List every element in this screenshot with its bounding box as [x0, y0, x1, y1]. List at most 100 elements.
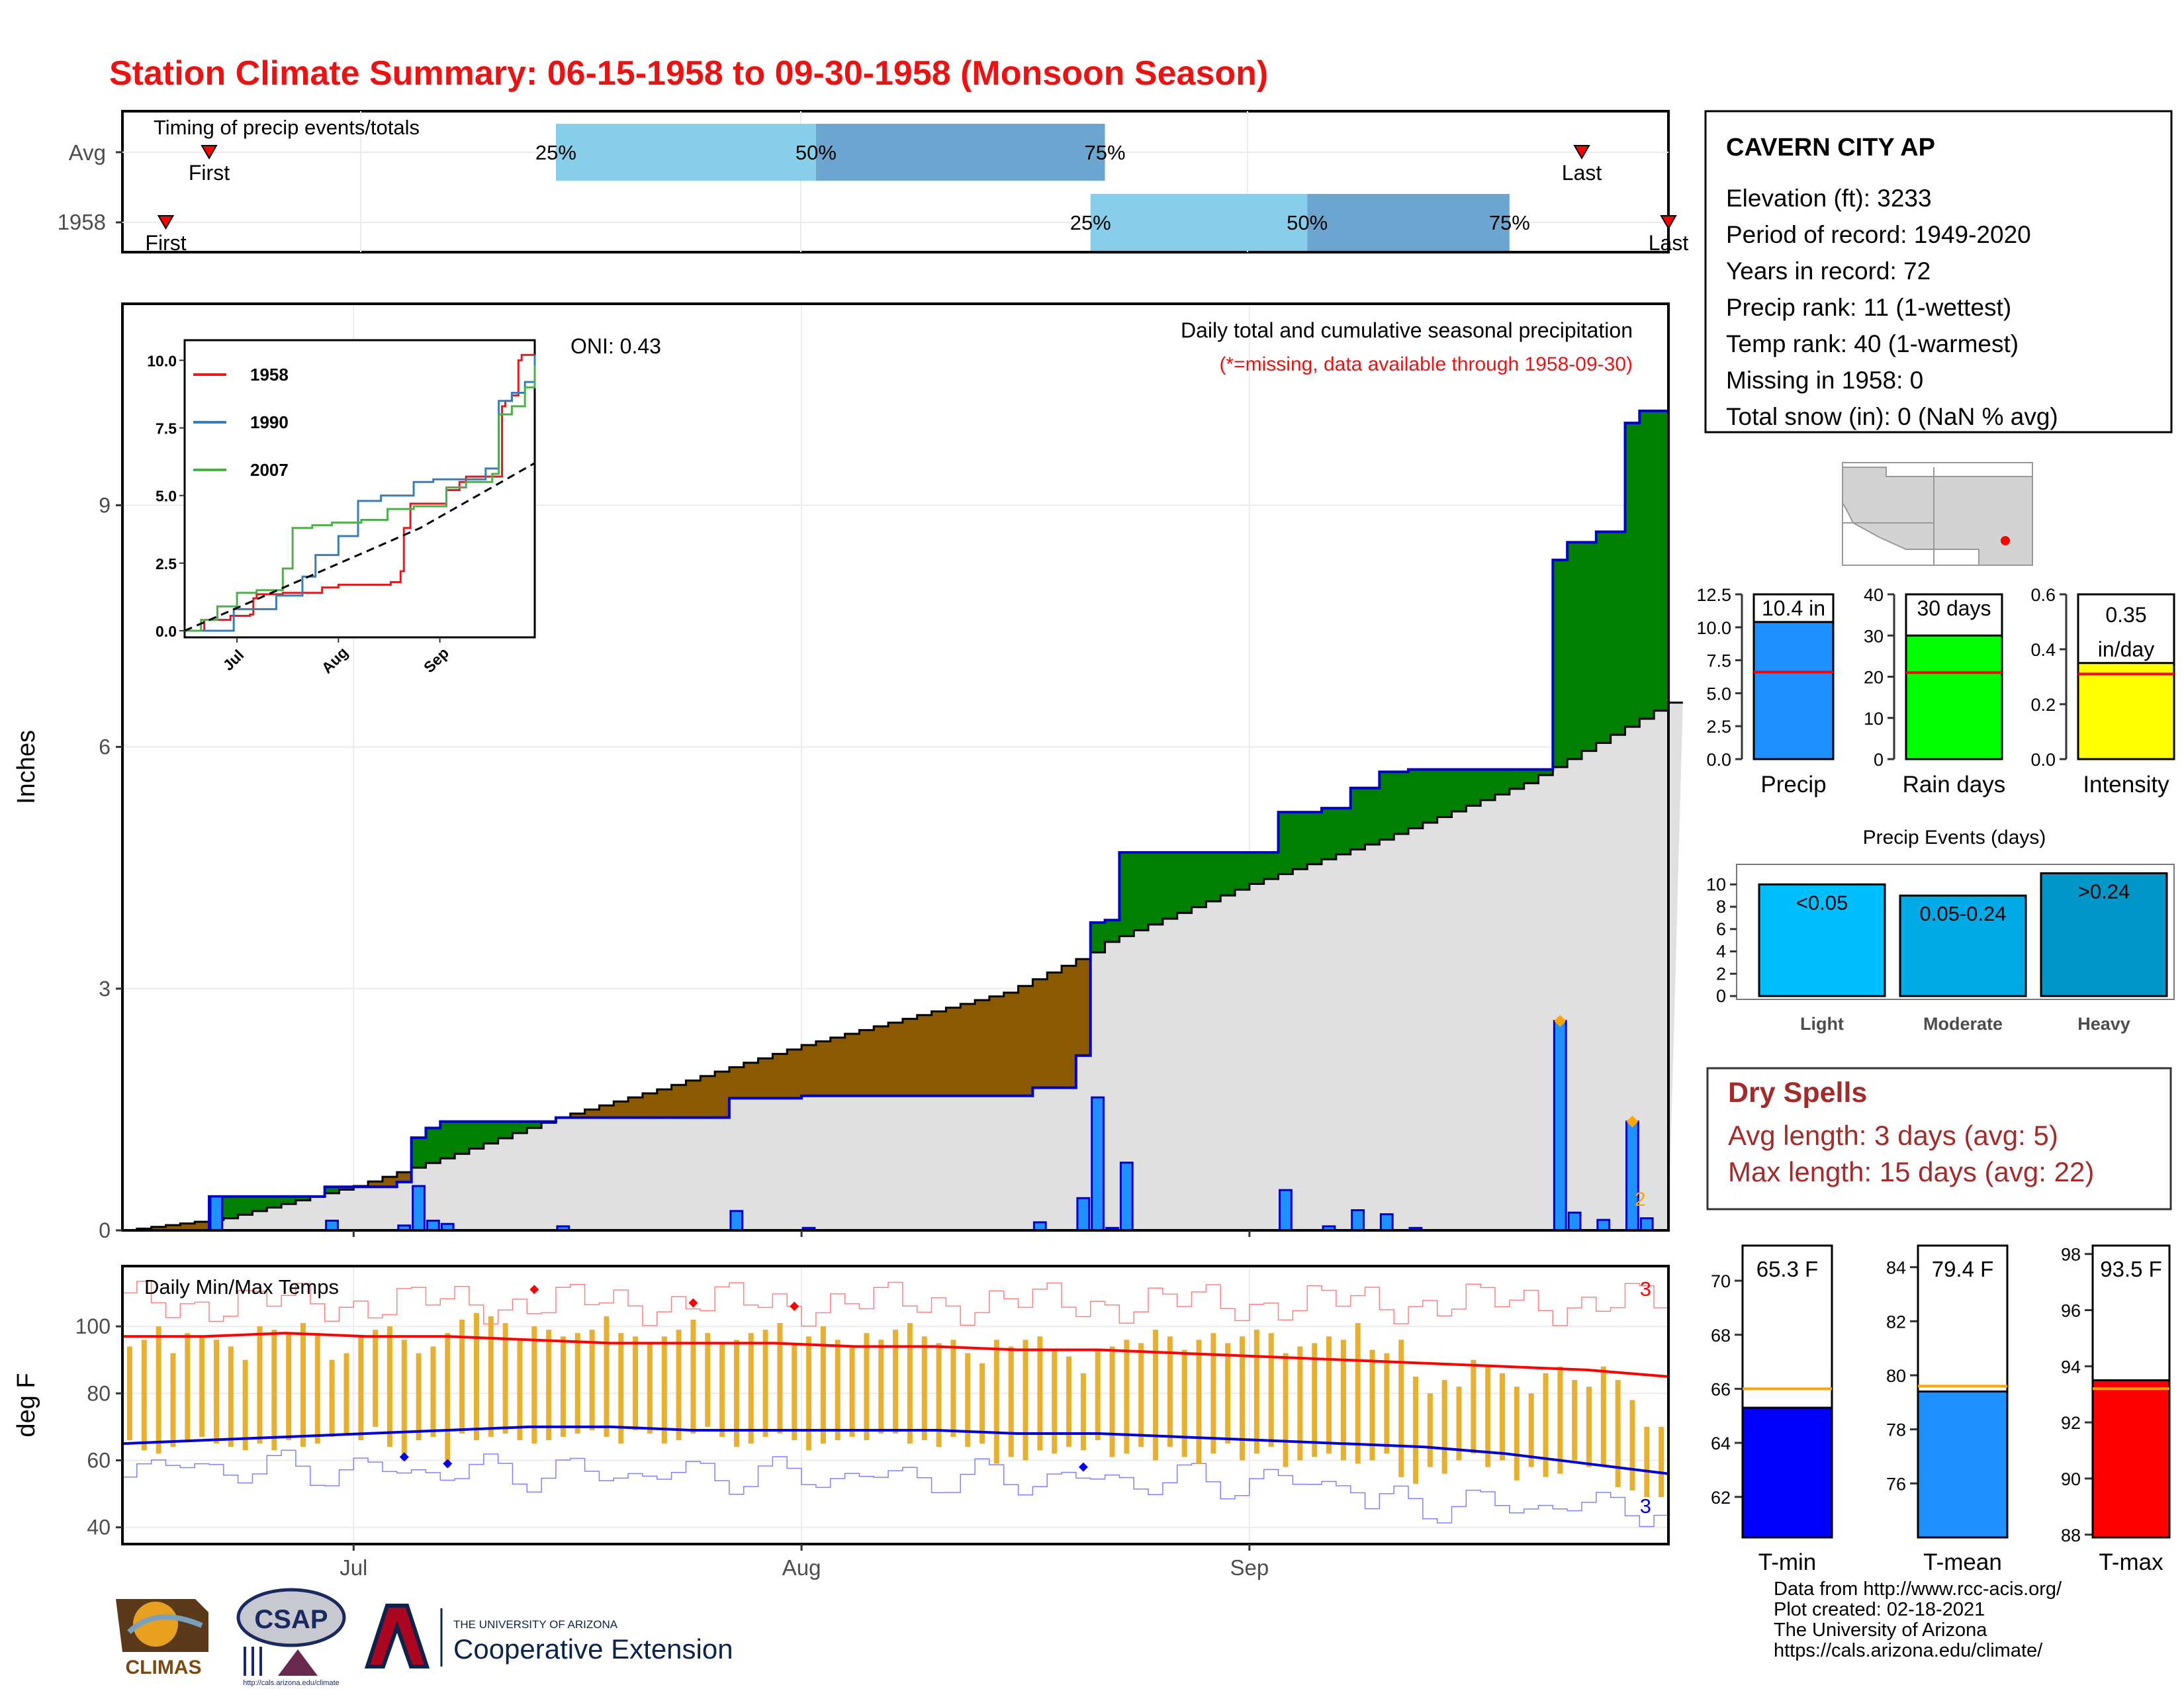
summary-y-tick-label: 0 — [1874, 750, 1884, 770]
events-bar-label: Light — [1800, 1014, 1844, 1034]
daily-temp-bar — [1644, 1427, 1649, 1497]
surplus-fill — [1495, 770, 1510, 795]
surplus-fill — [1119, 852, 1134, 936]
deficit-fill — [946, 1007, 960, 1095]
daily-temp-bar — [228, 1346, 234, 1447]
station-name: CAVERN CITY AP — [1726, 134, 1935, 161]
temp-summary-y-tick-label: 70 — [1711, 1271, 1731, 1291]
daily-temp-bar — [719, 1343, 725, 1437]
summary-bar-label: Intensity — [2083, 772, 2169, 798]
events-bar-value: 0.05-0.24 — [1920, 902, 2007, 925]
surplus-fill — [1293, 812, 1307, 869]
inset-y-tick-label: 0.0 — [156, 623, 177, 640]
inset-y-tick-label: 5.0 — [156, 488, 177, 505]
daily-temp-bar — [1153, 1330, 1158, 1460]
temp-summary-y-tick-label: 98 — [2061, 1245, 2081, 1265]
surplus-fill — [1163, 852, 1177, 919]
temp-y-tick-label: 100 — [75, 1314, 111, 1338]
daily-precip-bar — [1280, 1190, 1292, 1230]
daily-temp-bar — [1210, 1333, 1216, 1453]
temp-summary-y-tick-label: 96 — [2061, 1301, 2081, 1321]
climas-logo: CLIMAS — [109, 1586, 218, 1686]
events-y-tick-label: 8 — [1716, 897, 1726, 917]
surplus-fill — [224, 1197, 238, 1218]
daily-temp-bar — [590, 1330, 595, 1430]
temp-x-tick-label: Jul — [340, 1555, 367, 1580]
daily-temp-bar — [1413, 1377, 1418, 1484]
deficit-fill — [845, 1034, 860, 1096]
csap-logo-url: http://cals.arizona.edu/climate — [243, 1679, 340, 1687]
deficit-fill — [932, 1011, 946, 1096]
daily-temp-bar — [950, 1340, 956, 1437]
surplus-fill — [1206, 852, 1220, 901]
deficit-fill — [758, 1058, 773, 1098]
deficit-fill — [672, 1085, 686, 1117]
inset-y-tick-label: 7.5 — [156, 420, 177, 437]
deficit-fill — [801, 1045, 816, 1096]
temp-summary-y-tick-label: 68 — [1711, 1326, 1731, 1346]
surplus-fill — [1134, 852, 1148, 931]
surplus-fill — [1654, 411, 1668, 711]
timing-bar-q2 — [816, 124, 1105, 181]
footer-line-url: https://cals.arizona.edu/climate/ — [1774, 1641, 2144, 1661]
precip-extreme-count: 2 — [1635, 1189, 1646, 1211]
summary-bar-label: Rain days — [1903, 772, 2006, 798]
summary-bar-value-unit: in/day — [2098, 637, 2154, 661]
surplus-fill — [1596, 532, 1611, 743]
deficit-fill — [1047, 972, 1062, 1087]
timing-p75-label: 75% — [1085, 141, 1126, 164]
station-info-line: Precip rank: 11 (1-wettest) — [1726, 294, 2011, 321]
temp-record-low-count: 3 — [1640, 1494, 1651, 1518]
events-bar-chart: 0246810<0.05Light0.05-0.24Moderate>0.24H… — [1706, 864, 2174, 1034]
daily-precip-bar — [326, 1220, 338, 1230]
deficit-fill — [903, 1019, 917, 1095]
deficit-fill — [787, 1050, 801, 1099]
daily-temp-bar — [402, 1340, 407, 1460]
daily-temp-bar — [806, 1336, 811, 1450]
summary-y-tick-label: 0.0 — [1706, 750, 1731, 770]
daily-temp-bar — [633, 1336, 638, 1430]
deficit-fill — [715, 1072, 729, 1117]
dry-spells-max: Max length: 15 days (avg: 22) — [1728, 1156, 2094, 1187]
ua-logo-small-text: THE UNIVERSITY OF ARIZONA — [453, 1618, 618, 1631]
deficit-fill — [397, 1172, 412, 1182]
temp-summary-y-tick-label: 88 — [2061, 1526, 2081, 1545]
deficit-fill — [888, 1023, 903, 1096]
daily-temp-bar — [994, 1340, 999, 1463]
surplus-fill — [1466, 770, 1480, 806]
daily-temp-bar — [561, 1336, 566, 1437]
daily-temp-bar — [1197, 1340, 1202, 1463]
temp-summary-y-tick-label: 82 — [1886, 1312, 1906, 1332]
deficit-fill — [831, 1038, 845, 1096]
daily-temp-bar — [1572, 1380, 1577, 1460]
surplus-fill — [1582, 542, 1596, 751]
daily-temp-bar — [835, 1340, 841, 1440]
timing-p50-label: 50% — [1287, 211, 1328, 234]
deficit-fill — [1076, 959, 1091, 1056]
precip-y-tick-label: 3 — [99, 977, 111, 1001]
temp-summary-y-tick-label: 80 — [1886, 1366, 1906, 1386]
surplus-fill — [469, 1122, 484, 1149]
daily-temp-bar — [763, 1330, 768, 1437]
events-y-tick-label: 10 — [1706, 874, 1726, 894]
summary-y-tick-label: 20 — [1864, 668, 1884, 688]
daily-precip-bar — [427, 1220, 439, 1230]
summary-bar-rain-days — [1906, 635, 2002, 759]
daily-temp-bar — [878, 1340, 884, 1434]
events-chart-title: Precip Events (days) — [1863, 827, 2046, 848]
daily-temp-bar — [1601, 1367, 1606, 1467]
surplus-fill — [267, 1197, 281, 1208]
surplus-fill — [1553, 560, 1567, 767]
daily-temp-bar — [127, 1346, 132, 1440]
daily-precip-bar — [1598, 1220, 1610, 1230]
events-y-tick-label: 6 — [1716, 919, 1726, 939]
daily-temp-bar — [1081, 1373, 1086, 1450]
daily-temp-bar — [777, 1323, 782, 1434]
temp-summary-y-tick-label: 78 — [1886, 1420, 1906, 1440]
temp-summary-value: 65.3 F — [1756, 1257, 1819, 1281]
ua-logo-big-text: Cooperative Extension — [453, 1633, 733, 1665]
daily-temp-bar — [257, 1326, 262, 1443]
inset-legend-label: 1990 — [250, 412, 289, 432]
events-y-tick-label: 2 — [1716, 964, 1726, 983]
